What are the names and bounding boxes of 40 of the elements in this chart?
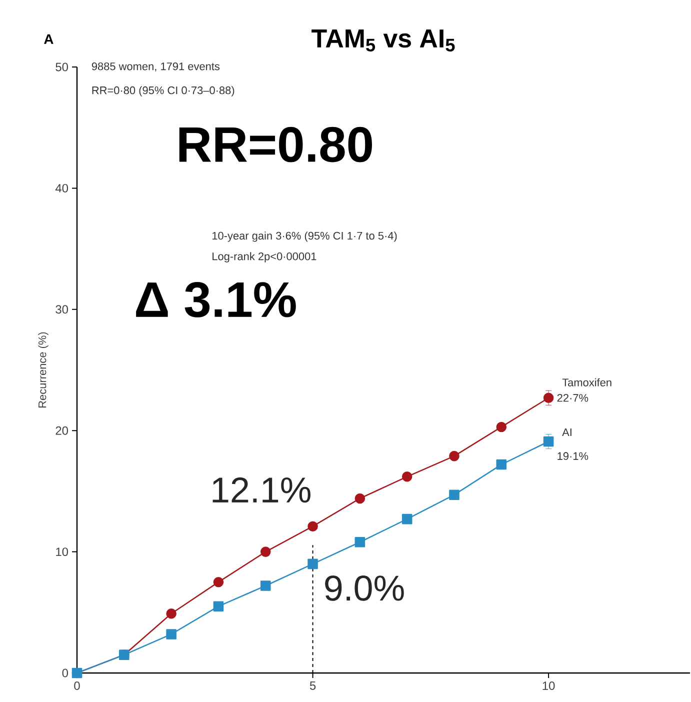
point — [260, 580, 271, 591]
annotation: 22·7% — [557, 394, 588, 402]
point — [496, 422, 507, 432]
y-tick-label: 30 — [56, 305, 68, 314]
x-tick-label: 10 — [542, 682, 555, 690]
chart-title: TAM$_{5}$ vs AI$_{5}$ — [312, 30, 455, 52]
text: A — [44, 34, 54, 44]
x-tick-label: 5 — [310, 682, 316, 690]
point — [213, 576, 224, 588]
y-tick-label: 50 — [56, 62, 68, 72]
annotation: 19·1% — [558, 452, 588, 460]
point — [402, 472, 412, 482]
series-label: Tamoxifen — [562, 378, 612, 386]
point — [308, 521, 318, 532]
annotation: 9.0% — [325, 575, 404, 601]
annotation: 9885 women, 1791 events — [92, 62, 220, 72]
y-tick-label: 10 — [56, 548, 68, 556]
point — [449, 490, 460, 500]
series-label: AI — [562, 428, 572, 436]
y-axis-title: Recurrence (%) — [38, 332, 48, 408]
annotation: 12.1% — [212, 477, 310, 503]
point — [449, 450, 460, 462]
annotation: RR=0·80 (95% CI 0·73–0·88) — [92, 86, 234, 96]
point — [496, 459, 507, 470]
point — [308, 558, 318, 570]
point — [166, 608, 176, 619]
annotation: 10-year gain 3·6% (95% CI 1·7 to 5·4) — [212, 232, 397, 242]
annotation: Δ 3.1% — [136, 282, 296, 318]
point — [213, 601, 224, 612]
annotation: RR=0.80 — [179, 126, 372, 162]
y-tick-label: 40 — [55, 184, 68, 192]
annotation: Log-rank 2p<0·00001 — [212, 252, 316, 262]
y-tick-label: 0 — [62, 668, 68, 678]
y-tick-label: 20 — [56, 426, 68, 435]
point — [402, 514, 412, 524]
point — [166, 629, 176, 640]
point — [260, 546, 271, 557]
point — [354, 536, 366, 548]
point — [354, 493, 366, 504]
x-tick-label: 0 — [74, 682, 80, 690]
